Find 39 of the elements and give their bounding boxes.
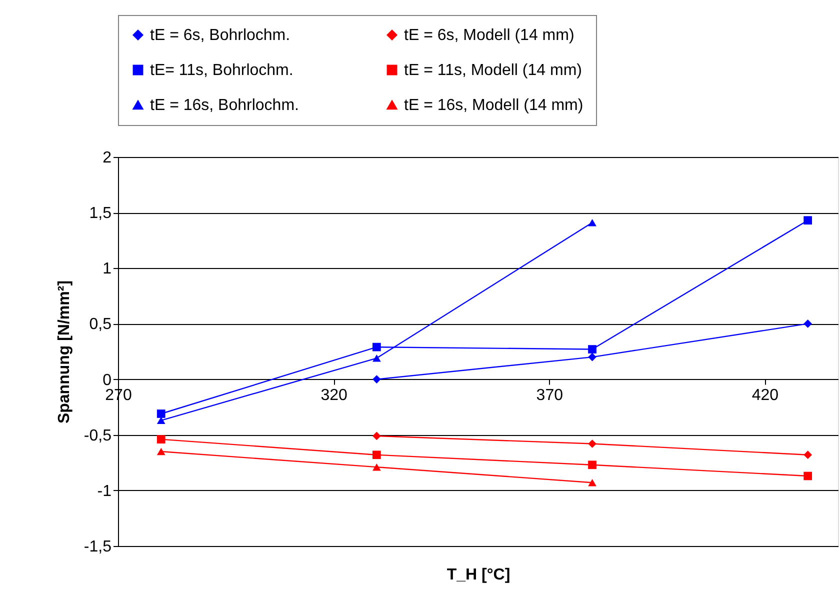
point [156,410,166,418]
point [372,375,381,384]
point [588,218,596,226]
y-tick-label: 1,5 [89,205,112,222]
legend-label: tE = 6s, Bohrlochm. [150,27,290,44]
y-tick-label: 1 [102,260,112,278]
point [372,342,381,352]
x-tick-label: 370 [536,386,564,404]
point [588,345,596,354]
y-axis-title: Spannung [N/mm²] [56,280,73,424]
point [156,435,166,444]
legend-label: tE = 16s, Bohrlochm. [150,97,299,114]
y-tick-label: 0,5 [89,316,112,334]
point [156,416,166,424]
y-tick-label: -1 [97,482,112,500]
point [156,448,166,456]
y-tick-label: 0 [102,372,112,389]
y-tick-label: 2 [102,150,112,166]
y-tick-label: -0,5 [84,427,112,444]
point [372,354,381,362]
y-tick-label: -1,5 [84,538,112,556]
point [588,460,596,470]
point [588,479,596,486]
legend-label: tE = 11s, Modell (14 mm) [404,62,582,79]
point [804,450,812,460]
point [588,352,596,362]
x-tick-label: 420 [752,386,779,404]
x-tick-label: 320 [320,386,348,404]
legend-label: tE = 16s, Modell (14 mm) [404,97,584,114]
point [804,216,812,225]
point [372,450,381,460]
x-axis-title: T_H [°C] [446,566,510,584]
point [804,472,812,480]
legend-label: tE= 11s, Bohrlochm. [150,62,294,79]
point [804,320,812,328]
point [372,463,381,471]
legend-label: tE = 6s, Modell (14 mm) [404,27,574,44]
point [588,440,596,448]
point [372,432,381,440]
